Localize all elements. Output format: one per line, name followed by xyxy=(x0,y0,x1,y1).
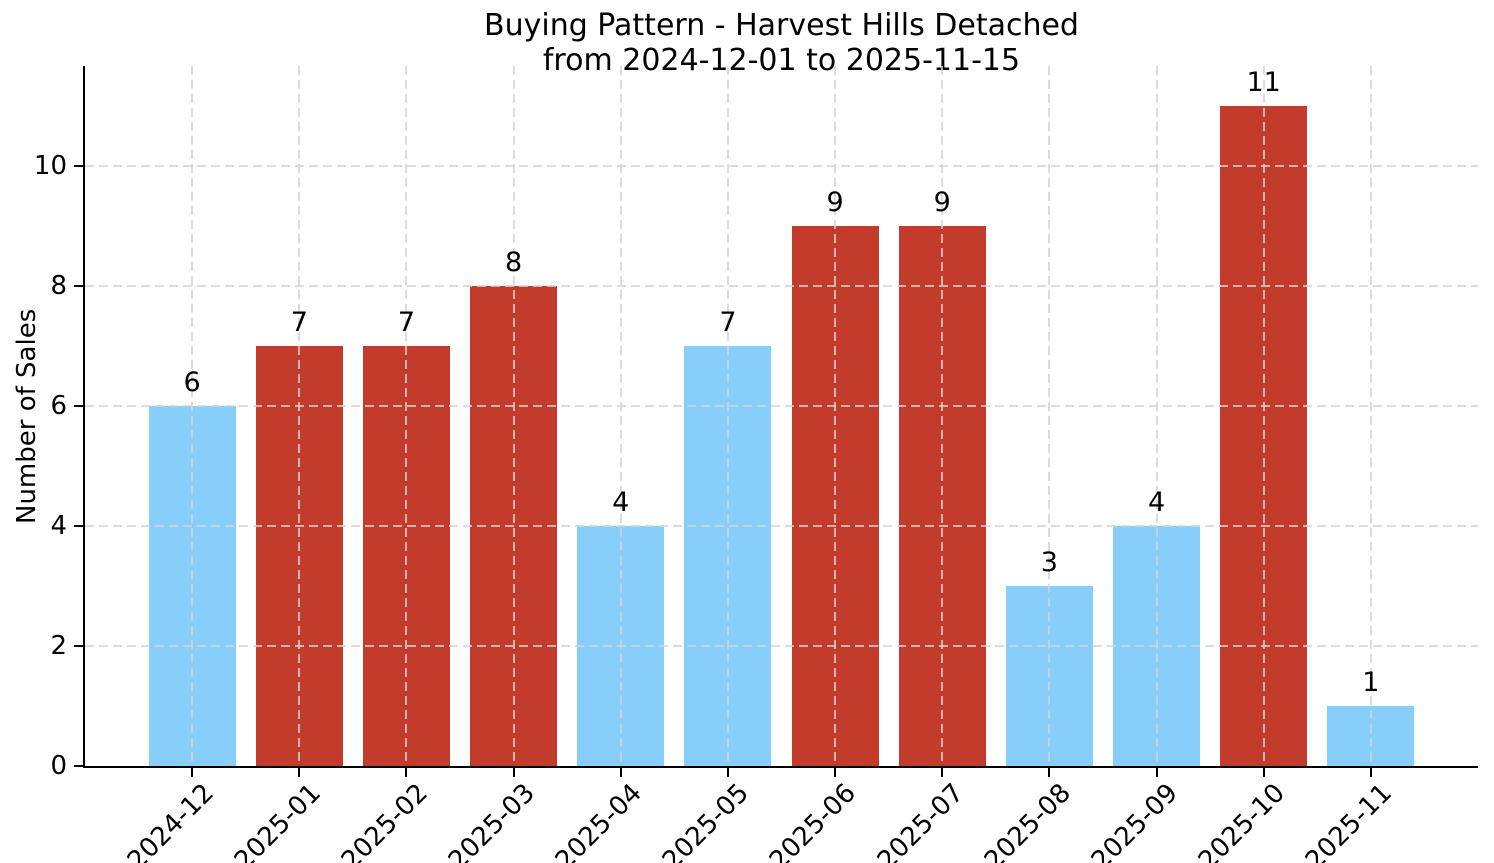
x-tick-mark xyxy=(512,768,515,777)
x-tick-label: 2025-10 xyxy=(1192,778,1291,863)
y-tick-mark xyxy=(74,765,83,767)
x-tick-label: 2024-12 xyxy=(121,778,220,863)
y-tick-label: 4 xyxy=(50,511,67,542)
x-tick-mark xyxy=(726,768,729,777)
x-tick-label: 2025-08 xyxy=(978,778,1077,863)
y-tick-label: 10 xyxy=(33,151,67,182)
x-tick-mark xyxy=(1262,768,1265,777)
x-tick-label: 2025-07 xyxy=(871,778,970,863)
bar-value-label: 9 xyxy=(826,187,844,219)
x-tick-label: 2025-02 xyxy=(335,778,434,863)
v-gridline xyxy=(726,66,729,766)
bar-value-label: 3 xyxy=(1040,547,1058,579)
x-tick-label: 2025-06 xyxy=(764,778,863,863)
v-gridline xyxy=(941,66,944,766)
x-tick-mark xyxy=(619,768,622,777)
h-gridline xyxy=(85,285,1478,288)
bar-value-label: 8 xyxy=(505,247,523,279)
y-tick-label: 0 xyxy=(50,751,67,781)
v-gridline xyxy=(1155,66,1158,766)
v-gridline xyxy=(619,66,622,766)
y-tick-mark xyxy=(74,405,83,408)
v-gridline xyxy=(405,66,408,766)
y-tick-label: 6 xyxy=(50,391,67,422)
x-tick-mark xyxy=(1155,768,1158,777)
chart-title: Buying Pattern - Harvest Hills Detached xyxy=(484,8,1079,43)
x-tick-mark xyxy=(1369,768,1372,777)
bar-value-label: 6 xyxy=(183,367,201,399)
bar-value-label: 4 xyxy=(1147,487,1166,519)
x-tick-label: 2025-04 xyxy=(549,778,648,863)
x-tick-mark xyxy=(191,768,194,777)
y-tick-mark xyxy=(74,645,83,648)
x-tick-label: 2025-03 xyxy=(442,778,541,863)
h-gridline xyxy=(85,165,1478,168)
bar-value-label: 7 xyxy=(719,307,737,339)
y-tick-mark xyxy=(74,165,83,168)
x-tick-label: 2025-09 xyxy=(1085,778,1184,863)
h-gridline xyxy=(85,645,1478,648)
bar-value-label: 9 xyxy=(933,187,951,219)
v-gridline xyxy=(1048,66,1051,766)
v-gridline xyxy=(512,66,515,766)
x-tick-mark xyxy=(298,768,301,777)
x-tick-mark xyxy=(1048,768,1051,777)
x-tick-mark xyxy=(834,768,837,777)
v-gridline xyxy=(1262,66,1265,766)
y-tick-label: 2 xyxy=(50,631,67,662)
y-tick-label: 8 xyxy=(50,271,67,302)
y-tick-mark xyxy=(74,525,83,528)
bar-value-label: 7 xyxy=(290,307,308,339)
bar-value-label: 1 xyxy=(1362,667,1380,699)
x-tick-mark xyxy=(941,768,944,777)
x-tick-label: 2025-11 xyxy=(1300,778,1399,863)
y-tick-mark xyxy=(74,285,83,288)
y-axis-spine xyxy=(83,66,85,768)
v-gridline xyxy=(191,66,194,766)
chart-subtitle: from 2024-12-01 to 2025-11-15 xyxy=(542,43,1021,79)
x-tick-label: 2025-05 xyxy=(657,778,756,863)
h-gridline xyxy=(85,405,1478,408)
chart-title-block: Buying Pattern - Harvest Hills Detached … xyxy=(85,8,1478,78)
bar-value-label: 7 xyxy=(397,307,416,339)
x-tick-mark xyxy=(405,768,408,777)
v-gridline xyxy=(1369,66,1372,766)
h-gridline xyxy=(85,525,1478,528)
v-gridline xyxy=(834,66,837,766)
x-axis-spine xyxy=(83,766,1478,768)
bar-value-label: 4 xyxy=(612,487,630,519)
x-tick-label: 2025-01 xyxy=(228,778,327,863)
bar-value-label: 11 xyxy=(1246,67,1281,99)
v-gridline xyxy=(298,66,301,766)
plot-area: 0 2 4 6 8 10 6 2024-12 7 2025-01 7 2025-02 8 2025-03 4… xyxy=(34,66,1478,863)
